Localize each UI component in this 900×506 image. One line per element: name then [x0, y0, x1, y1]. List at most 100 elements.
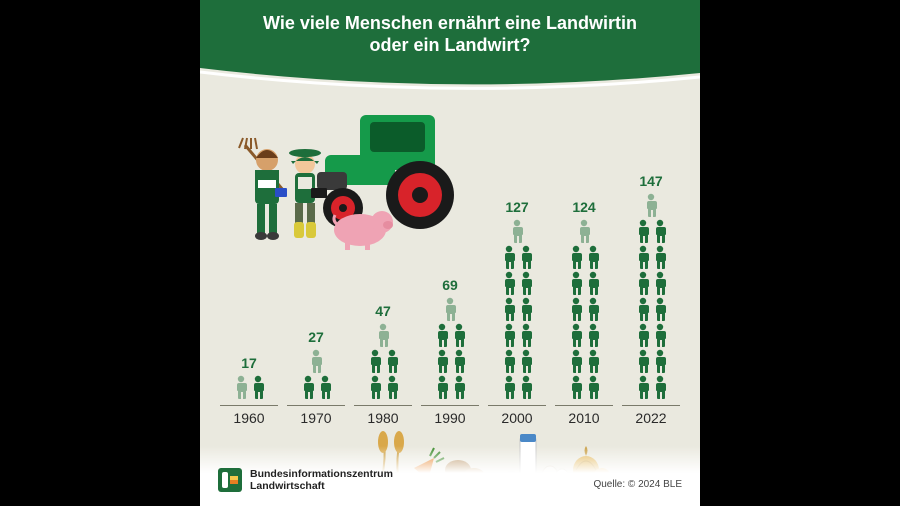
- source-text: Quelle: © 2024 BLE: [593, 479, 682, 490]
- chart-column-1960: 17 1960: [220, 355, 278, 426]
- person-icon: [376, 323, 390, 347]
- person-icon: [368, 375, 382, 399]
- title-line1: Wie viele Menschen ernährt eine Landwirt…: [263, 13, 637, 33]
- value-label: 124: [572, 199, 595, 215]
- person-icon: [569, 375, 583, 399]
- person-icon: [653, 245, 667, 269]
- person-icon: [519, 375, 533, 399]
- person-icon: [569, 271, 583, 295]
- baseline: [555, 405, 613, 406]
- person-icon: [653, 375, 667, 399]
- person-icon: [586, 245, 600, 269]
- person-icon: [636, 349, 650, 373]
- person-icon: [519, 349, 533, 373]
- person-icon: [502, 349, 516, 373]
- person-icon: [586, 297, 600, 321]
- person-icon: [502, 375, 516, 399]
- icon-stack: [301, 349, 332, 401]
- year-label: 2022: [635, 410, 666, 426]
- person-icon: [586, 271, 600, 295]
- person-icon: [502, 271, 516, 295]
- title: Wie viele Menschen ernährt eine Landwirt…: [263, 12, 637, 57]
- publisher-logo: Bundesinformationszentrum Landwirtschaft: [218, 468, 393, 492]
- person-icon: [435, 323, 449, 347]
- year-label: 2000: [501, 410, 532, 426]
- logo-mark-icon: [218, 468, 242, 492]
- person-icon: [653, 323, 667, 347]
- person-icon: [636, 323, 650, 347]
- person-icon: [502, 297, 516, 321]
- logo-text: Bundesinformationszentrum Landwirtschaft: [250, 468, 393, 492]
- person-icon: [586, 323, 600, 347]
- value-label: 69: [442, 277, 458, 293]
- icon-stack: [502, 219, 533, 401]
- header: Wie viele Menschen ernährt eine Landwirt…: [200, 0, 700, 68]
- person-icon: [519, 323, 533, 347]
- person-icon: [644, 193, 658, 217]
- chart-column-2000: 127 2000: [488, 199, 546, 426]
- person-icon: [234, 375, 248, 399]
- person-icon: [519, 297, 533, 321]
- icon-stack: [569, 219, 600, 401]
- person-icon: [569, 245, 583, 269]
- person-icon: [368, 349, 382, 373]
- person-icon: [636, 271, 650, 295]
- footer: Bundesinformationszentrum Landwirtschaft…: [200, 446, 700, 506]
- person-icon: [309, 349, 323, 373]
- person-icon: [519, 271, 533, 295]
- person-icon: [636, 297, 650, 321]
- person-icon: [586, 349, 600, 373]
- person-icon: [653, 271, 667, 295]
- person-icon: [569, 349, 583, 373]
- person-icon: [636, 375, 650, 399]
- person-icon: [586, 375, 600, 399]
- year-label: 1990: [434, 410, 465, 426]
- person-icon: [251, 375, 265, 399]
- person-icon: [569, 297, 583, 321]
- person-icon: [443, 297, 457, 321]
- baseline: [421, 405, 479, 406]
- infographic-card: Wie viele Menschen ernährt eine Landwirt…: [200, 0, 700, 506]
- value-label: 17: [241, 355, 257, 371]
- year-label: 1970: [300, 410, 331, 426]
- icon-stack: [234, 375, 265, 401]
- icon-stack: [636, 193, 667, 401]
- person-icon: [301, 375, 315, 399]
- person-icon: [636, 245, 650, 269]
- baseline: [622, 405, 680, 406]
- person-icon: [318, 375, 332, 399]
- baseline: [354, 405, 412, 406]
- icon-stack: [368, 323, 399, 401]
- chart-column-2010: 124 2010: [555, 199, 613, 426]
- person-icon: [510, 219, 524, 243]
- person-icon: [435, 349, 449, 373]
- header-swoosh: [200, 68, 700, 98]
- person-icon: [452, 349, 466, 373]
- person-icon: [435, 375, 449, 399]
- baseline: [287, 405, 345, 406]
- year-label: 2010: [568, 410, 599, 426]
- person-icon: [452, 375, 466, 399]
- person-icon: [653, 297, 667, 321]
- person-icon: [636, 219, 650, 243]
- person-icon: [452, 323, 466, 347]
- icon-stack: [435, 297, 466, 401]
- value-label: 27: [308, 329, 324, 345]
- value-label: 147: [639, 173, 662, 189]
- title-line2: oder ein Landwirt?: [369, 35, 530, 55]
- value-label: 127: [505, 199, 528, 215]
- person-icon: [385, 349, 399, 373]
- baseline: [488, 405, 546, 406]
- person-icon: [577, 219, 591, 243]
- person-icon: [569, 323, 583, 347]
- person-icon: [385, 375, 399, 399]
- person-icon: [653, 349, 667, 373]
- chart-column-2022: 147 2022: [622, 173, 680, 426]
- value-label: 47: [375, 303, 391, 319]
- chart-column-1990: 69 1990: [421, 277, 479, 426]
- pictogram-chart: 17 1960 27 1970 471980 69 1990 127 2000 124 2010 14…: [220, 100, 680, 426]
- chart-column-1980: 471980: [354, 303, 412, 426]
- person-icon: [653, 219, 667, 243]
- person-icon: [519, 245, 533, 269]
- year-label: 1960: [233, 410, 264, 426]
